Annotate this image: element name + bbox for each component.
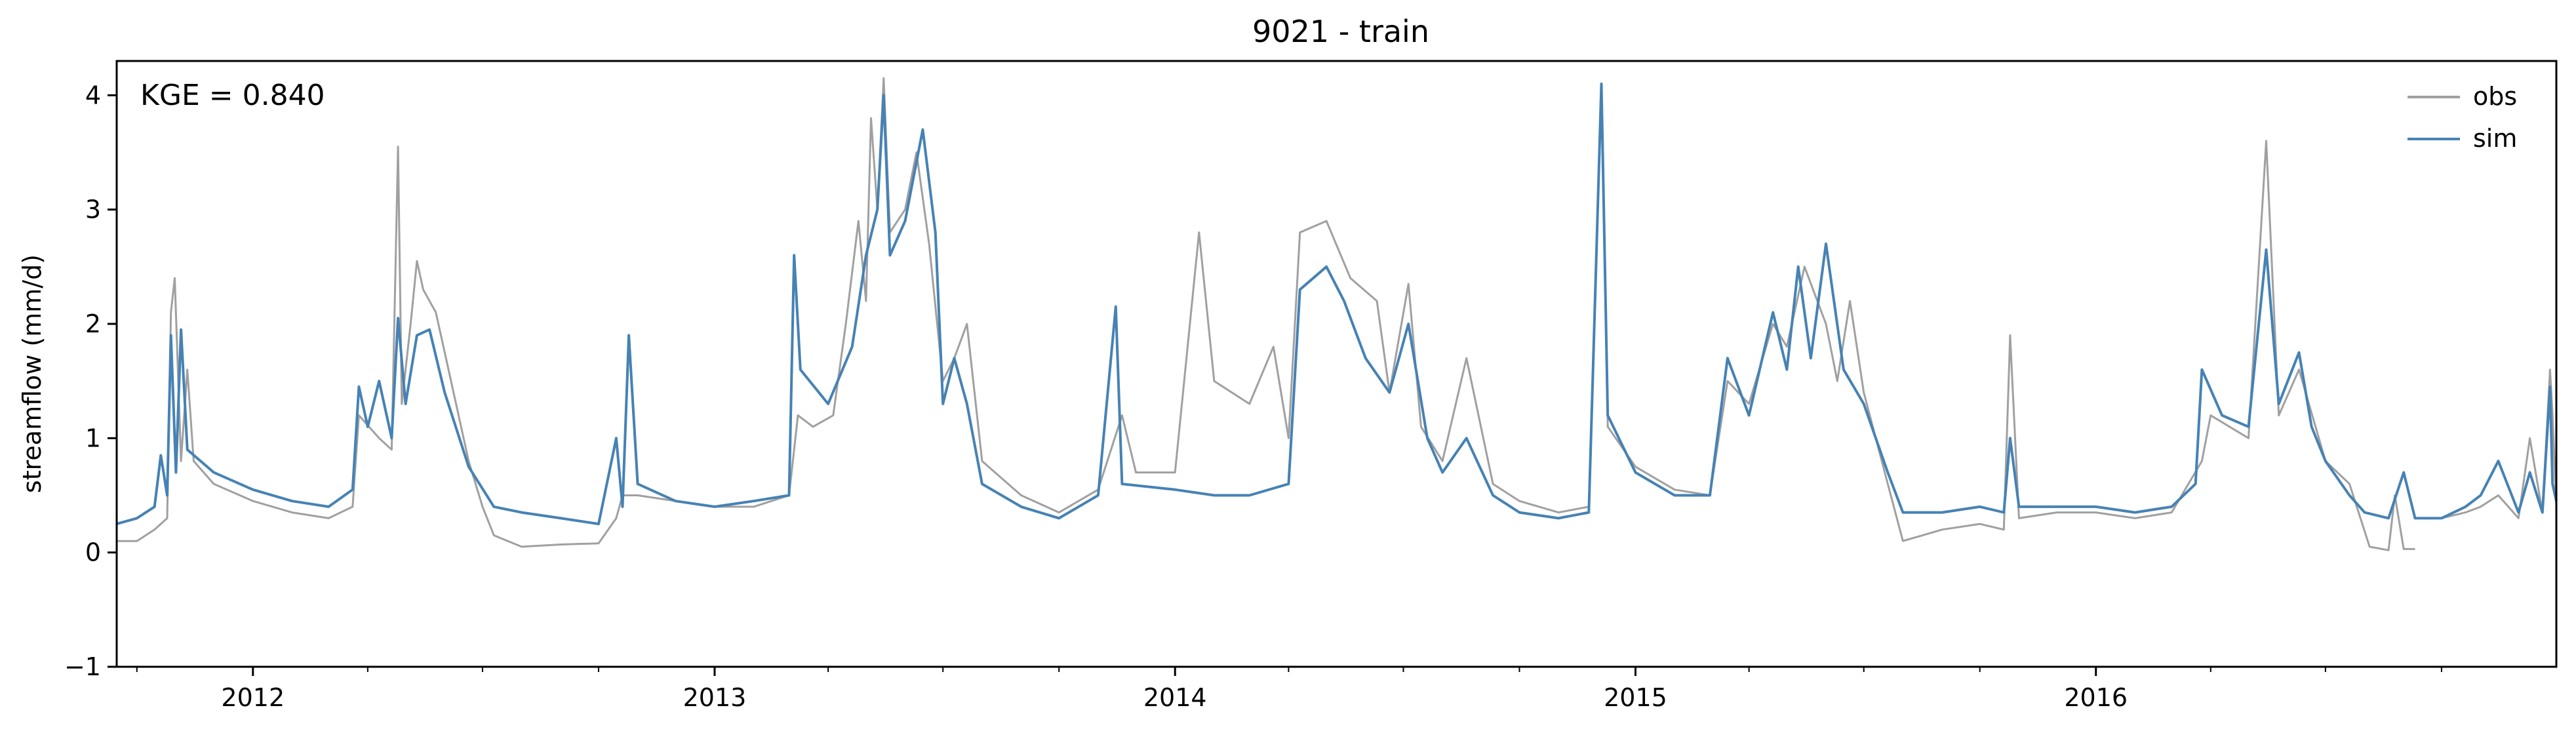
tick-layer: −1 0 1 2 3 4 2012 2013 2014 2015 2016 xyxy=(64,81,2442,712)
x-tick-label: 2013 xyxy=(683,683,747,712)
y-axis-label: streamflow (mm/d) xyxy=(18,254,47,493)
legend-obs-label: obs xyxy=(2473,82,2517,111)
y-tick-label: 1 xyxy=(85,424,101,452)
x-tick-label: 2012 xyxy=(221,683,285,712)
legend: obs sim xyxy=(2408,82,2517,153)
axes-frame xyxy=(115,60,2558,668)
series-line-obs xyxy=(117,77,2415,551)
plot-area xyxy=(116,77,2558,551)
y-tick-label: −1 xyxy=(64,652,101,681)
y-tick-label: 2 xyxy=(85,309,101,338)
y-tick-label: 4 xyxy=(85,81,101,109)
x-tick-label: 2014 xyxy=(1143,683,1207,712)
x-tick-label: 2015 xyxy=(1604,683,1667,712)
chart-title: 9021 - train xyxy=(1252,14,1429,49)
y-tick-label: 0 xyxy=(85,538,101,567)
x-tick-label: 2016 xyxy=(2064,683,2128,712)
legend-sim-label: sim xyxy=(2473,124,2517,153)
series-line-sim xyxy=(116,82,2558,526)
y-tick-label: 3 xyxy=(85,195,101,224)
kge-annotation: KGE = 0.840 xyxy=(140,79,325,112)
